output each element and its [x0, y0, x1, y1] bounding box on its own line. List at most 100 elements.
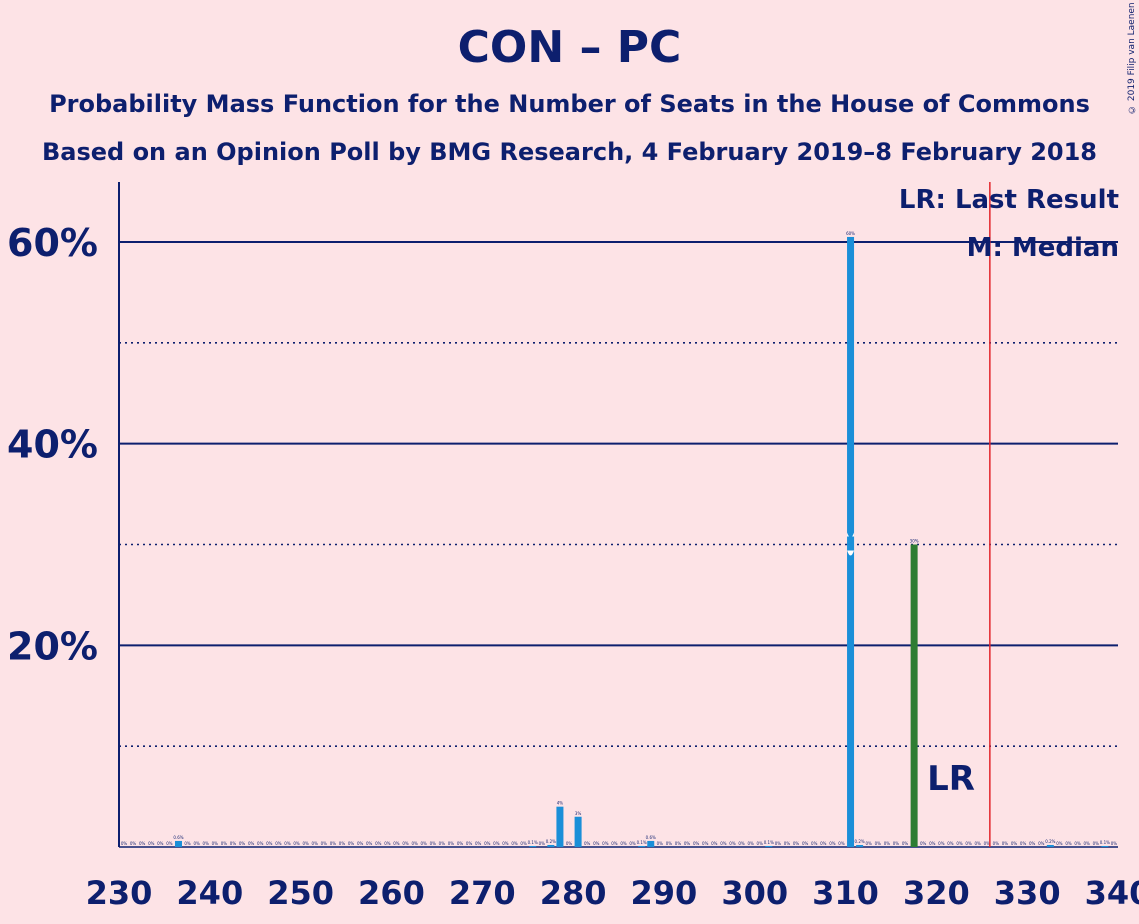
zero-label-293: 0%: [693, 841, 700, 846]
zero-label-331: 0%: [1038, 841, 1045, 846]
zero-label-232: 0%: [139, 841, 146, 846]
zero-label-271: 0%: [493, 841, 500, 846]
zero-label-312: 0%: [866, 841, 873, 846]
zero-label-243: 0%: [239, 841, 246, 846]
zero-label-258: 0%: [375, 841, 382, 846]
bar-317: [910, 544, 918, 847]
zero-label-284: 0%: [611, 841, 618, 846]
zero-label-285: 0%: [620, 841, 627, 846]
zero-label-253: 0%: [330, 841, 337, 846]
zero-label-241: 0%: [221, 841, 228, 846]
zero-label-318: 0%: [920, 841, 927, 846]
zero-label-337: 0%: [1093, 841, 1100, 846]
legend-last-result: LR: Last Result: [898, 185, 1119, 215]
zero-label-238: 0%: [193, 841, 200, 846]
bar-label-277: 0.2%: [546, 839, 556, 844]
zero-label-329: 0%: [1020, 841, 1027, 846]
zero-label-309: 0%: [838, 841, 845, 846]
zero-label-302: 0%: [775, 841, 782, 846]
bar-label-338: 0.1%: [1100, 840, 1110, 845]
zero-label-230: 0%: [121, 841, 128, 846]
bar-332: [1046, 844, 1054, 847]
zero-label-268: 0%: [466, 841, 473, 846]
zero-label-326: 0%: [993, 841, 1000, 846]
zero-label-289: 0%: [657, 841, 664, 846]
zero-label-314: 0%: [884, 841, 891, 846]
zero-label-233: 0%: [148, 841, 155, 846]
zero-label-257: 0%: [366, 841, 373, 846]
zero-label-322: 0%: [956, 841, 963, 846]
zero-label-316: 0%: [902, 841, 909, 846]
bar-label-275: 0.1%: [528, 840, 538, 845]
zero-label-282: 0%: [593, 841, 600, 846]
zero-label-251: 0%: [312, 841, 319, 846]
bar-311: [856, 844, 864, 847]
zero-label-281: 0%: [584, 841, 591, 846]
bar-label-278: 4%: [557, 801, 564, 806]
zero-label-291: 0%: [675, 841, 682, 846]
zero-label-274: 0%: [520, 841, 527, 846]
zero-label-321: 0%: [947, 841, 954, 846]
zero-label-330: 0%: [1029, 841, 1036, 846]
bar-277: [547, 844, 555, 847]
legend-median: M: Median: [966, 233, 1119, 263]
zero-label-308: 0%: [829, 841, 836, 846]
zero-label-231: 0%: [130, 841, 137, 846]
zero-label-235: 0%: [166, 841, 173, 846]
zero-label-239: 0%: [203, 841, 210, 846]
zero-label-270: 0%: [484, 841, 491, 846]
zero-label-248: 0%: [284, 841, 291, 846]
bar-label-280: 3%: [575, 811, 582, 816]
zero-label-304: 0%: [793, 841, 800, 846]
zero-label-255: 0%: [348, 841, 355, 846]
zero-label-292: 0%: [684, 841, 691, 846]
zero-label-339: 0%: [1111, 841, 1118, 846]
y-tick-label-20%: 20%: [7, 624, 98, 668]
bar-287: [638, 845, 646, 847]
zero-label-252: 0%: [321, 841, 328, 846]
zero-label-323: 0%: [965, 841, 972, 846]
zero-label-334: 0%: [1065, 841, 1072, 846]
zero-label-305: 0%: [802, 841, 809, 846]
x-tick-label-270: 270: [449, 874, 516, 912]
chart-subtitle-source: Based on an Opinion Poll by BMG Research…: [41, 138, 1097, 166]
zero-label-276: 0%: [539, 841, 546, 846]
zero-label-242: 0%: [230, 841, 237, 846]
zero-label-336: 0%: [1083, 841, 1090, 846]
zero-label-265: 0%: [439, 841, 446, 846]
bar-label-317: 30%: [910, 539, 919, 544]
zero-label-325: 0%: [984, 841, 991, 846]
zero-label-328: 0%: [1011, 841, 1018, 846]
median-marker-fill: [847, 536, 855, 551]
zero-label-327: 0%: [1002, 841, 1009, 846]
zero-label-264: 0%: [430, 841, 437, 846]
bar-288: [647, 840, 655, 847]
zero-label-260: 0%: [393, 841, 400, 846]
zero-label-246: 0%: [266, 841, 273, 846]
zero-label-296: 0%: [720, 841, 727, 846]
bar-label-332: 0.2%: [1045, 839, 1055, 844]
last-result-label: LR: [927, 759, 975, 799]
bar-338: [1101, 845, 1109, 847]
x-tick-label-280: 280: [540, 874, 607, 912]
zero-label-247: 0%: [275, 841, 282, 846]
zero-label-333: 0%: [1056, 841, 1063, 846]
zero-label-256: 0%: [357, 841, 364, 846]
bar-label-288: 0.6%: [646, 835, 656, 840]
zero-label-273: 0%: [511, 841, 518, 846]
zero-label-272: 0%: [502, 841, 509, 846]
zero-label-299: 0%: [747, 841, 754, 846]
zero-label-335: 0%: [1074, 841, 1081, 846]
zero-label-279: 0%: [566, 841, 573, 846]
x-tick-label-290: 290: [631, 874, 698, 912]
zero-label-254: 0%: [339, 841, 346, 846]
zero-label-307: 0%: [820, 841, 827, 846]
x-tick-label-250: 250: [267, 874, 334, 912]
zero-label-294: 0%: [702, 841, 709, 846]
zero-label-300: 0%: [757, 841, 764, 846]
y-tick-label-40%: 40%: [7, 423, 98, 467]
bar-label-301: 0.1%: [764, 840, 774, 845]
zero-label-262: 0%: [411, 841, 418, 846]
zero-label-315: 0%: [893, 841, 900, 846]
